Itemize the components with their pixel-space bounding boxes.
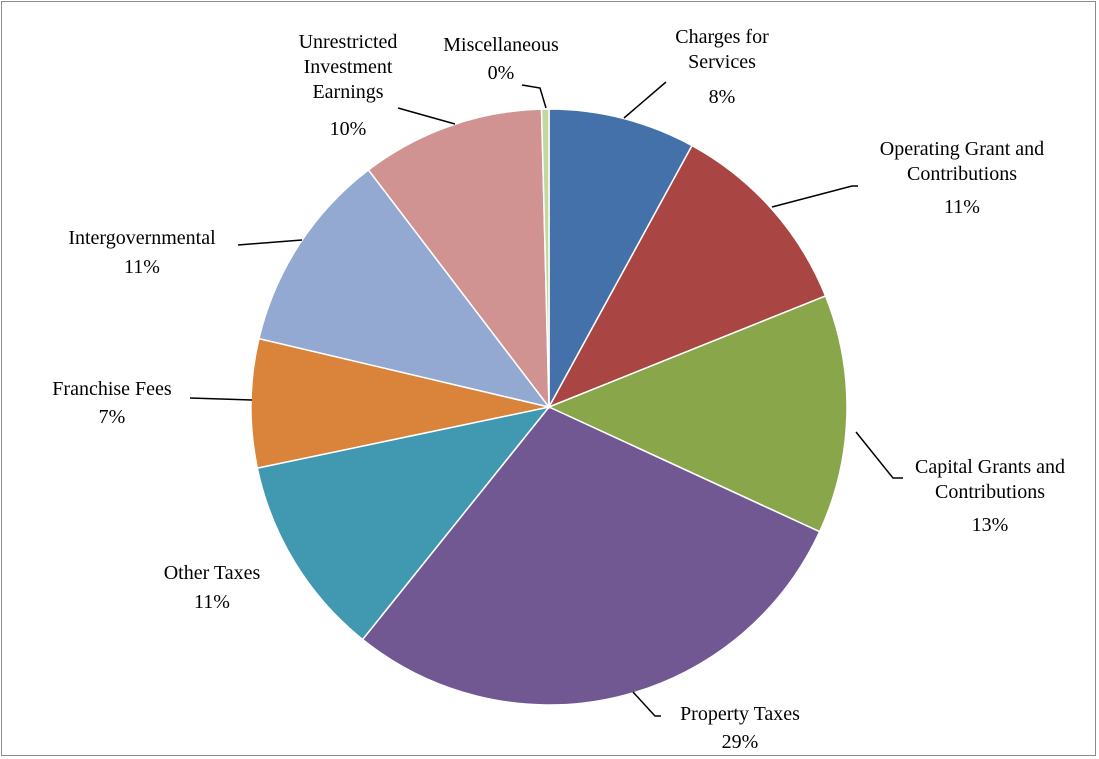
leader-line [189, 397, 253, 401]
slice-label: Other Taxes [163, 562, 261, 584]
slice-value-label: 11% [194, 591, 230, 613]
slice-label: Operating Grant and Contributions [879, 138, 1045, 185]
pie-slice [256, 405, 551, 641]
slice-value-label: 11% [124, 256, 160, 278]
slice-label: Capital Grants and Contributions [915, 456, 1065, 503]
slice-label: Charges for Services [675, 26, 769, 73]
slice-value-label: 7% [98, 406, 126, 428]
slice-value-label: 8% [708, 86, 736, 108]
slice-label: Property Taxes [680, 703, 800, 725]
slice-value-label: 29% [721, 731, 759, 753]
pie-slice [361, 406, 821, 706]
slice-label: Intergovernmental [68, 227, 216, 249]
leader-line [771, 185, 858, 208]
slice-label: Unrestricted Investment Earnings [298, 31, 398, 103]
leader-line [623, 81, 667, 119]
pie-slice [547, 144, 827, 409]
leader-line [855, 431, 903, 479]
pie-slice [258, 168, 551, 409]
pie-slice [250, 337, 550, 469]
leader-line [632, 691, 661, 717]
pie-slice [367, 108, 550, 410]
pie-slice [540, 108, 550, 408]
slice-value-label: 0% [487, 62, 515, 84]
pie-slice [548, 108, 694, 408]
slice-value-label: 11% [944, 196, 980, 218]
slice-label: Miscellaneous [443, 34, 559, 56]
pie-slice [547, 295, 848, 533]
slice-value-label: 10% [329, 118, 367, 140]
slice-value-label: 13% [971, 514, 1009, 536]
slice-label: Franchise Fees [52, 378, 172, 400]
leader-line [237, 239, 303, 246]
leader-line [521, 84, 547, 109]
leader-line [397, 107, 456, 125]
